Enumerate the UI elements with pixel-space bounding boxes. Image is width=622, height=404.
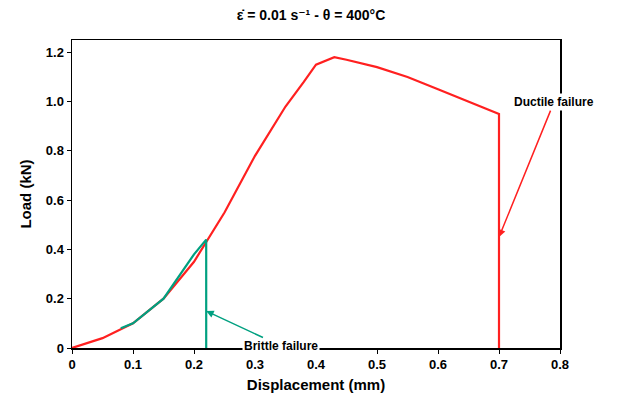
svg-text:0: 0 bbox=[57, 341, 64, 356]
svg-text:Load (kN): Load (kN) bbox=[17, 159, 34, 228]
svg-text:1.0: 1.0 bbox=[46, 94, 64, 109]
svg-text:0.7: 0.7 bbox=[490, 357, 508, 372]
svg-text:0.8: 0.8 bbox=[46, 143, 64, 158]
svg-text:0.6: 0.6 bbox=[46, 193, 64, 208]
svg-text:0.2: 0.2 bbox=[185, 357, 203, 372]
svg-text:0.1: 0.1 bbox=[124, 357, 142, 372]
svg-text:Displacement (mm): Displacement (mm) bbox=[247, 376, 385, 393]
svg-text:1.2: 1.2 bbox=[46, 45, 64, 60]
svg-text:0: 0 bbox=[68, 357, 75, 372]
svg-text:0.5: 0.5 bbox=[368, 357, 386, 372]
svg-text:0.4: 0.4 bbox=[307, 357, 326, 372]
svg-text:Brittle failure: Brittle failure bbox=[244, 339, 318, 353]
svg-text:0.3: 0.3 bbox=[246, 357, 264, 372]
svg-text:Ductile failure: Ductile failure bbox=[514, 95, 594, 109]
svg-text:ε̇ = 0.01 s⁻¹ - θ = 400°C: ε̇ = 0.01 s⁻¹ - θ = 400°C bbox=[237, 7, 386, 23]
svg-text:0.4: 0.4 bbox=[46, 242, 65, 257]
svg-text:0.6: 0.6 bbox=[429, 357, 447, 372]
svg-text:0.8: 0.8 bbox=[551, 357, 569, 372]
svg-text:0.2: 0.2 bbox=[46, 291, 64, 306]
